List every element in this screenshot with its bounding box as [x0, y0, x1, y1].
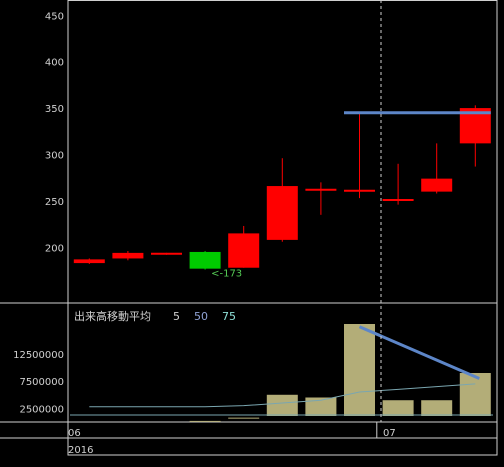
candle-5: [266, 158, 298, 242]
candle-body-4: [228, 233, 260, 268]
candle-1: [112, 251, 144, 261]
candle-body-0: [73, 259, 105, 264]
ma-period-50: 50: [194, 310, 208, 323]
chart-frame: [0, 0, 498, 456]
price-axis: 200 250 300 350 400 450: [45, 11, 64, 254]
candle-body-1: [112, 252, 144, 259]
candle-body-3: [189, 251, 221, 269]
price-tick-200: 200: [45, 243, 64, 254]
candle-9: [421, 143, 453, 194]
volume-axis: 2500000 7500000 12500000: [13, 350, 64, 415]
x-label-06: 06: [68, 428, 81, 439]
volume-bar-9: [421, 400, 453, 416]
candle-3: [189, 251, 221, 270]
volume-bar-4: [228, 417, 260, 419]
volume-bar-5: [266, 394, 298, 416]
price-annotations: <-173: [211, 111, 491, 279]
x-axis: 06 07 2016: [68, 428, 396, 456]
ma-period-75: 75: [222, 310, 236, 323]
price-tick-400: 400: [45, 58, 64, 69]
candle-6: [305, 182, 337, 215]
price-tick-450: 450: [45, 11, 64, 22]
candle-2: [151, 252, 182, 255]
low-price-label: <-173: [211, 268, 242, 279]
price-tick-350: 350: [45, 104, 64, 115]
volume-trend-line: [358, 325, 480, 380]
volume-ma-5: [89, 383, 476, 408]
price-tick-250: 250: [45, 197, 64, 208]
volume-title: 出来高移動平均: [74, 309, 151, 323]
volume-lines: [70, 325, 493, 416]
volume-bar-3: [189, 420, 221, 422]
price-tick-300: 300: [45, 151, 64, 162]
candle-8: [382, 163, 414, 205]
volume-header: 出来高移動平均 5 50 75: [74, 309, 236, 323]
candle-body-9: [421, 178, 453, 192]
volume-tick-0: 2500000: [19, 404, 64, 415]
volume-bar-7: [344, 324, 375, 416]
candle-0: [73, 258, 105, 265]
candle-4: [228, 225, 260, 268]
volume-tick-2: 12500000: [13, 350, 64, 361]
volume-bar-6: [305, 397, 337, 416]
volume-tick-1: 7500000: [19, 377, 64, 388]
x-year-label: 2016: [68, 445, 93, 456]
candle-body-5: [266, 186, 298, 240]
ma-period-5: 5: [173, 310, 180, 323]
volume-bar-8: [382, 400, 414, 416]
candle-7: [344, 112, 375, 199]
volume-bar-10: [459, 373, 491, 416]
volume-bars: [189, 324, 491, 422]
x-label-07: 07: [383, 428, 396, 439]
